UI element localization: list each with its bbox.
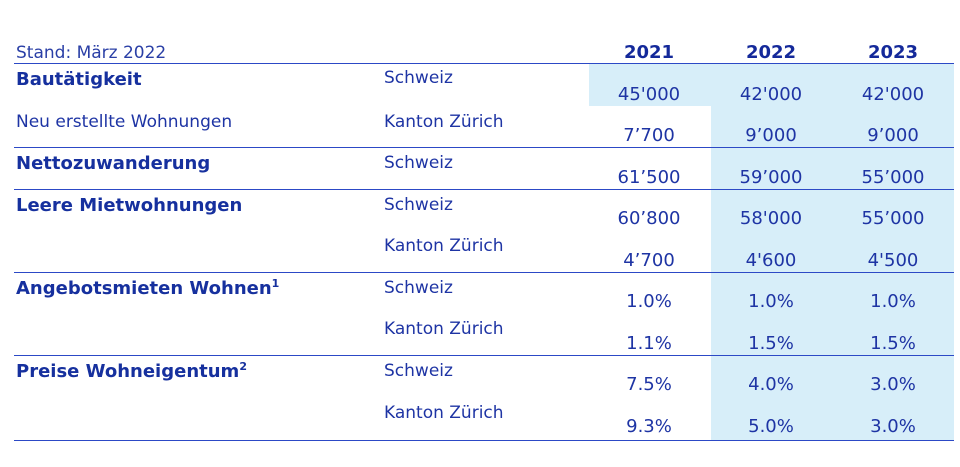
year-header-2023: 2023	[867, 42, 919, 63]
category-label: Angebotsmieten Wohnen	[16, 278, 272, 299]
section-rule	[14, 272, 954, 273]
footnote-marker: 1	[271, 277, 280, 290]
value-cell: 4.0%	[748, 374, 794, 395]
region-label: Schweiz	[384, 153, 453, 173]
subcategory-neu-erstellte-wohnungen: Neu erstellte Wohnungen	[16, 112, 233, 132]
category-label: Preise Wohneigentum	[16, 361, 240, 382]
value-cell: 55’000	[861, 167, 925, 188]
category-leere-mietwohnungen: Leere Mietwohnungen	[16, 195, 243, 216]
region-label: Schweiz	[384, 361, 453, 381]
value-cell: 42'000	[739, 84, 803, 105]
value-cell: 1.5%	[870, 333, 916, 354]
value-cell: 7’700	[623, 125, 675, 146]
value-cell: 4'600	[745, 250, 797, 271]
value-cell: 58'000	[739, 208, 803, 229]
region-label: Kanton Zürich	[384, 236, 504, 256]
value-cell: 4'500	[867, 250, 919, 271]
footnote-marker: 2	[239, 360, 247, 373]
region-label: Schweiz	[384, 195, 453, 215]
header-rule	[14, 63, 954, 64]
value-cell: 1.5%	[748, 333, 794, 354]
stand-label: Stand: März 2022	[16, 43, 167, 63]
value-cell: 1.0%	[870, 291, 916, 312]
value-cell: 60’800	[617, 208, 681, 229]
category-preise-wohneigentum: Preise Wohneigentum2	[16, 361, 247, 383]
region-label: Schweiz	[384, 68, 453, 88]
value-cell: 55’000	[861, 208, 925, 229]
projection-shading	[711, 106, 954, 440]
year-header-2021: 2021	[623, 42, 675, 63]
value-cell: 4’700	[623, 250, 675, 271]
value-cell: 3.0%	[870, 374, 916, 395]
year-header-2022: 2022	[745, 42, 797, 63]
value-cell: 1.0%	[626, 291, 672, 312]
value-cell: 3.0%	[870, 416, 916, 437]
value-cell: 7.5%	[626, 374, 672, 395]
value-cell: 61’500	[617, 167, 681, 188]
region-label: Kanton Zürich	[384, 403, 504, 423]
value-cell: 9’000	[867, 125, 919, 146]
section-rule	[14, 147, 954, 148]
value-cell: 45'000	[617, 84, 681, 105]
value-cell: 59’000	[739, 167, 803, 188]
section-rule	[14, 189, 954, 190]
category-bautaetigkeit: Bautätigkeit	[16, 69, 142, 90]
value-cell: 9.3%	[626, 416, 672, 437]
value-cell: 5.0%	[748, 416, 794, 437]
section-rule	[14, 355, 954, 356]
projection-shading-top	[589, 63, 954, 106]
region-label: Kanton Zürich	[384, 319, 504, 339]
forecast-table: Stand: März 2022 2021 2022 2023 Bautätig…	[14, 0, 954, 467]
region-label: Schweiz	[384, 278, 453, 298]
category-angebotsmieten-wohnen: Angebotsmieten Wohnen1	[16, 278, 279, 300]
region-label: Kanton Zürich	[384, 112, 504, 132]
value-cell: 9’000	[745, 125, 797, 146]
category-nettozuwanderung: Nettozuwanderung	[16, 153, 211, 174]
value-cell: 1.0%	[748, 291, 794, 312]
bottom-rule	[14, 440, 954, 441]
value-cell: 42'000	[861, 84, 925, 105]
value-cell: 1.1%	[626, 333, 672, 354]
